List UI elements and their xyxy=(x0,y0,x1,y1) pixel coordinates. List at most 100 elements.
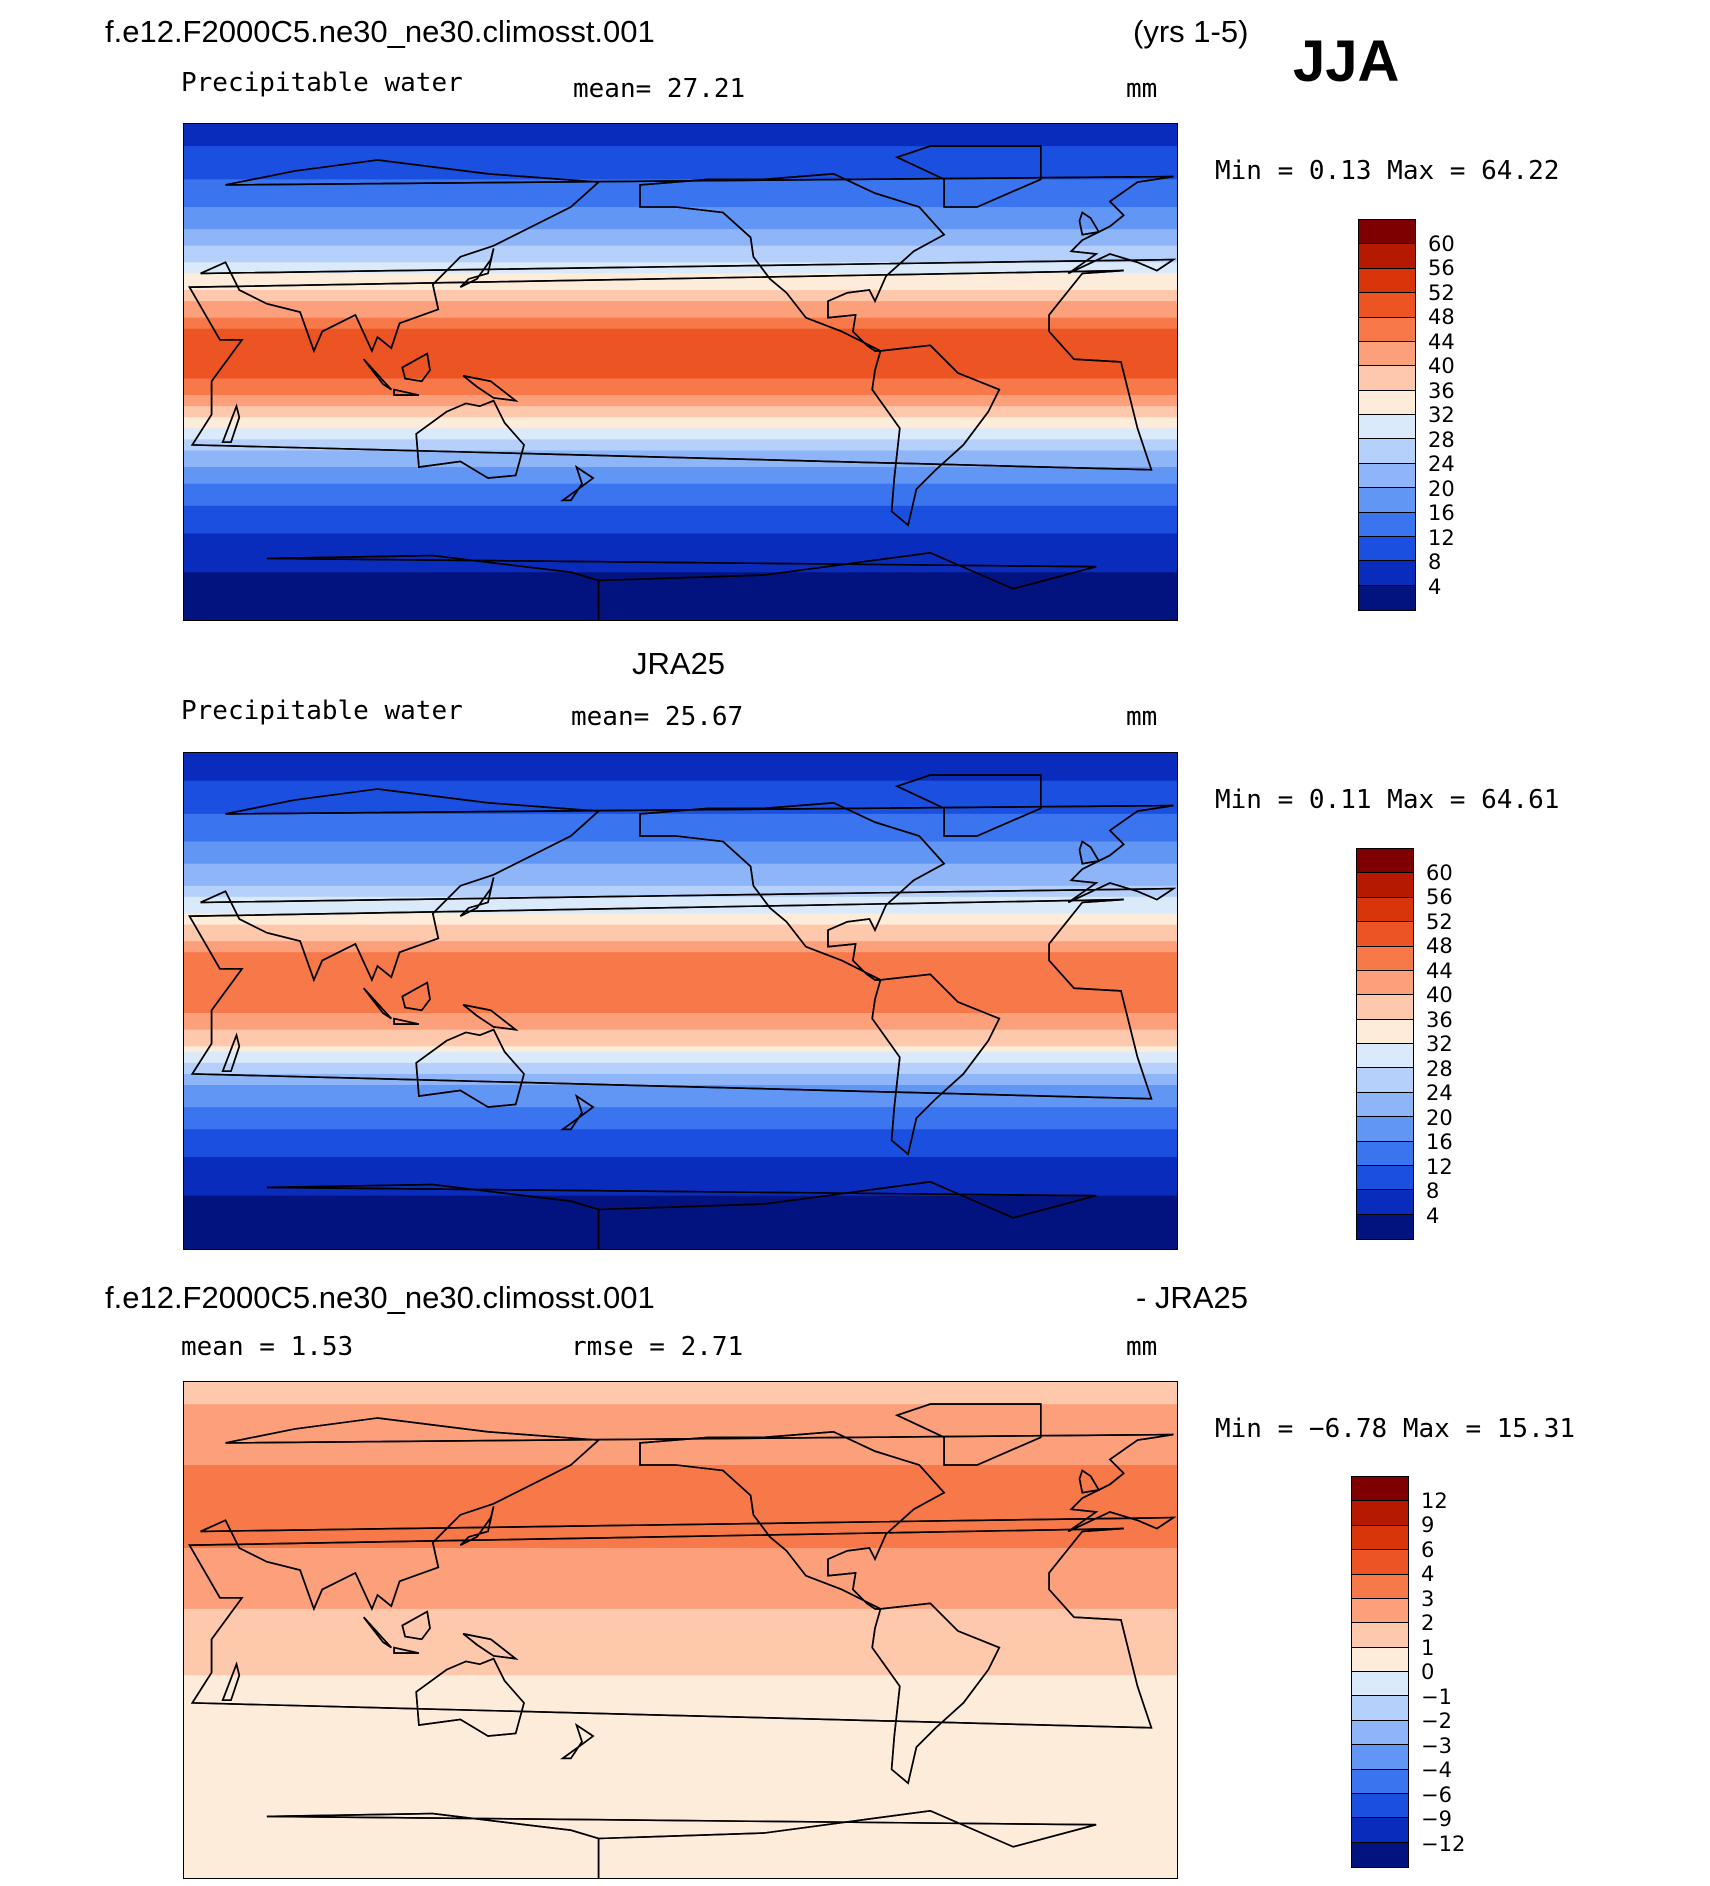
colorbar-tick-label: 60 xyxy=(1428,231,1455,256)
colorbar-tick-label: 1 xyxy=(1421,1635,1435,1660)
colorbar-swatch xyxy=(1352,1550,1408,1575)
field-band xyxy=(184,1581,1177,1588)
colorbar-swatch xyxy=(1359,366,1415,391)
field-band xyxy=(184,1223,1177,1230)
panel3-mean: mean = 1.53 xyxy=(181,1332,354,1362)
field-band xyxy=(184,1190,1177,1197)
colorbar-tick-label: 4 xyxy=(1426,1203,1440,1228)
panel3-units: mm xyxy=(1126,1332,1158,1362)
colorbar-swatch xyxy=(1357,922,1413,947)
coastline xyxy=(462,1633,519,1660)
coastline xyxy=(266,1809,1097,1878)
colorbar-tick-label: 52 xyxy=(1426,909,1453,934)
colorbar-swatch xyxy=(1359,561,1415,586)
coastline xyxy=(401,1610,431,1641)
field-band xyxy=(184,1007,1177,1014)
colorbar-tick-label: −1 xyxy=(1421,1684,1452,1709)
field-band xyxy=(184,295,1177,302)
field-band xyxy=(184,1614,1177,1621)
coastline xyxy=(363,1616,392,1649)
field-band xyxy=(184,361,1177,369)
field-band xyxy=(184,1112,1177,1119)
field-band xyxy=(184,1013,1177,1020)
field-band xyxy=(184,1393,1177,1400)
field-band xyxy=(184,223,1177,230)
field-band xyxy=(184,444,1177,452)
field-band xyxy=(184,1498,1177,1505)
field-band xyxy=(184,1217,1177,1224)
colorbar-swatch xyxy=(1352,1477,1408,1502)
coastline xyxy=(462,375,519,402)
field-band xyxy=(184,1791,1177,1798)
colorbar-tick-label: 60 xyxy=(1426,860,1453,885)
field-band xyxy=(184,1514,1177,1521)
field-band xyxy=(184,395,1177,402)
field-band xyxy=(184,1802,1177,1809)
coastline xyxy=(393,1646,420,1654)
field-band xyxy=(184,1035,1177,1042)
field-band xyxy=(184,384,1177,391)
colorbar-tick-label: −12 xyxy=(1421,1831,1466,1856)
field-band xyxy=(184,124,1177,131)
field-band xyxy=(184,588,1177,595)
field-band xyxy=(184,1029,1177,1036)
field-band xyxy=(184,173,1177,180)
field-band xyxy=(184,290,1177,297)
field-band xyxy=(184,885,1177,892)
coastline xyxy=(200,1417,1177,1612)
colorbar-tick-label: 48 xyxy=(1426,934,1453,958)
panel3-title-left: f.e12.F2000C5.ne30_ne30.climosst.001 xyxy=(105,1280,655,1315)
field-band xyxy=(184,218,1177,225)
colorbar-swatch xyxy=(1352,1818,1408,1843)
field-band xyxy=(184,1018,1177,1025)
colorbar-swatch xyxy=(1357,1165,1413,1191)
field-band xyxy=(184,1714,1177,1721)
field-band xyxy=(184,245,1177,252)
panel2-map-svg xyxy=(184,753,1177,1249)
coastline xyxy=(1078,1469,1101,1494)
coastline xyxy=(401,352,431,383)
field-band xyxy=(184,1459,1177,1466)
panel1-map xyxy=(183,123,1178,621)
field-band xyxy=(184,1852,1177,1859)
field-band xyxy=(184,1531,1177,1538)
field-band xyxy=(184,1564,1177,1571)
panel2-mean: mean= 25.67 xyxy=(571,702,744,732)
colorbar-swatch xyxy=(1359,341,1415,367)
colorbar-tick-label: 24 xyxy=(1428,452,1455,476)
field-band xyxy=(184,1608,1177,1615)
coastline xyxy=(1078,211,1101,236)
field-band xyxy=(184,1206,1177,1213)
field-band xyxy=(184,880,1177,887)
field-band xyxy=(184,802,1177,809)
panel2-title: JRA25 xyxy=(632,646,726,681)
case-title: f.e12.F2000C5.ne30_ne30.climosst.001 xyxy=(105,14,655,49)
field-band xyxy=(184,1719,1177,1726)
field-band xyxy=(184,1096,1177,1103)
colorbar-swatch xyxy=(1352,1696,1408,1721)
panel3-rmse: rmse = 2.71 xyxy=(571,1332,744,1362)
colorbar-swatch xyxy=(1357,1068,1413,1093)
colorbar-swatch xyxy=(1357,995,1413,1020)
colorbar-tick-label: 4 xyxy=(1428,574,1442,599)
colorbar-tick-label: −9 xyxy=(1421,1807,1452,1831)
field-band xyxy=(184,1813,1177,1820)
field-band xyxy=(184,190,1177,197)
colorbar-swatch xyxy=(1352,1720,1408,1746)
field-band xyxy=(184,533,1177,540)
coastline xyxy=(894,774,1042,837)
field-band xyxy=(184,1653,1177,1660)
field-band xyxy=(184,483,1177,490)
colorbar-tick-label: 8 xyxy=(1428,550,1442,574)
field-band xyxy=(184,262,1177,269)
field-band xyxy=(184,610,1177,618)
field-band xyxy=(184,373,1177,380)
field-band xyxy=(184,1195,1177,1202)
field-band xyxy=(184,1658,1177,1665)
colorbar-swatch xyxy=(1352,1574,1408,1599)
field-band xyxy=(184,1476,1177,1483)
field-band xyxy=(184,428,1177,435)
field-band xyxy=(184,1062,1177,1069)
coastline xyxy=(894,145,1042,208)
field-band xyxy=(184,422,1177,429)
